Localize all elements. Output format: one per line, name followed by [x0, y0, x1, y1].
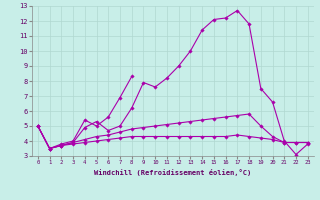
X-axis label: Windchill (Refroidissement éolien,°C): Windchill (Refroidissement éolien,°C)	[94, 169, 252, 176]
